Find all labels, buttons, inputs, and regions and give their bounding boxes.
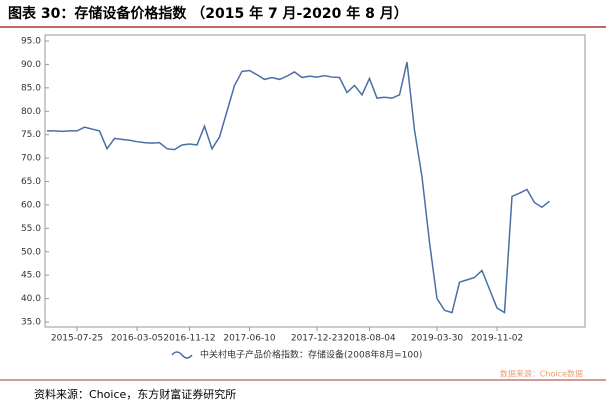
x-tick-label: 2016-11-12 xyxy=(163,334,215,344)
x-tick-label: 2016-03-05 xyxy=(111,334,163,344)
source: 资料来源：Choice，东方财富证券研究所 xyxy=(34,387,236,401)
y-tick-label: 60.0 xyxy=(21,200,41,210)
series-line xyxy=(47,61,550,314)
x-tick-label: 2017-06-10 xyxy=(223,334,276,344)
y-tick-label: 75.0 xyxy=(21,130,41,140)
y-tick-label: 90.0 xyxy=(21,60,41,70)
y-tick-label: 35.0 xyxy=(21,318,41,328)
x-tick-label: 2019-11-02 xyxy=(471,334,523,344)
watermark: 数据来源：Choice数据 xyxy=(500,369,583,379)
y-tick-label: 65.0 xyxy=(21,177,41,187)
x-tick-label: 2017-12-23 xyxy=(291,334,343,344)
chart-title: 图表 30：存储设备价格指数 （2015 年 7 月-2020 年 8 月） xyxy=(8,5,408,22)
y-tick-label: 40.0 xyxy=(21,294,41,304)
y-tick-label: 85.0 xyxy=(21,83,41,93)
y-tick-label: 45.0 xyxy=(21,271,41,281)
y-tick-label: 50.0 xyxy=(21,247,41,257)
y-tick-label: 80.0 xyxy=(21,107,41,117)
y-tick-label: 95.0 xyxy=(21,37,41,47)
x-tick-label: 2015-07-25 xyxy=(51,334,103,344)
x-tick-label: 2019-03-30 xyxy=(411,334,464,344)
legend-label: 中关村电子产品价格指数：存储设备(2008年8月=100) xyxy=(200,349,422,361)
x-tick-label: 2018-08-04 xyxy=(343,334,396,344)
y-tick-label: 70.0 xyxy=(21,154,41,164)
legend-swatch xyxy=(171,351,193,359)
plot-frame xyxy=(44,34,586,328)
y-tick-label: 55.0 xyxy=(21,224,41,234)
